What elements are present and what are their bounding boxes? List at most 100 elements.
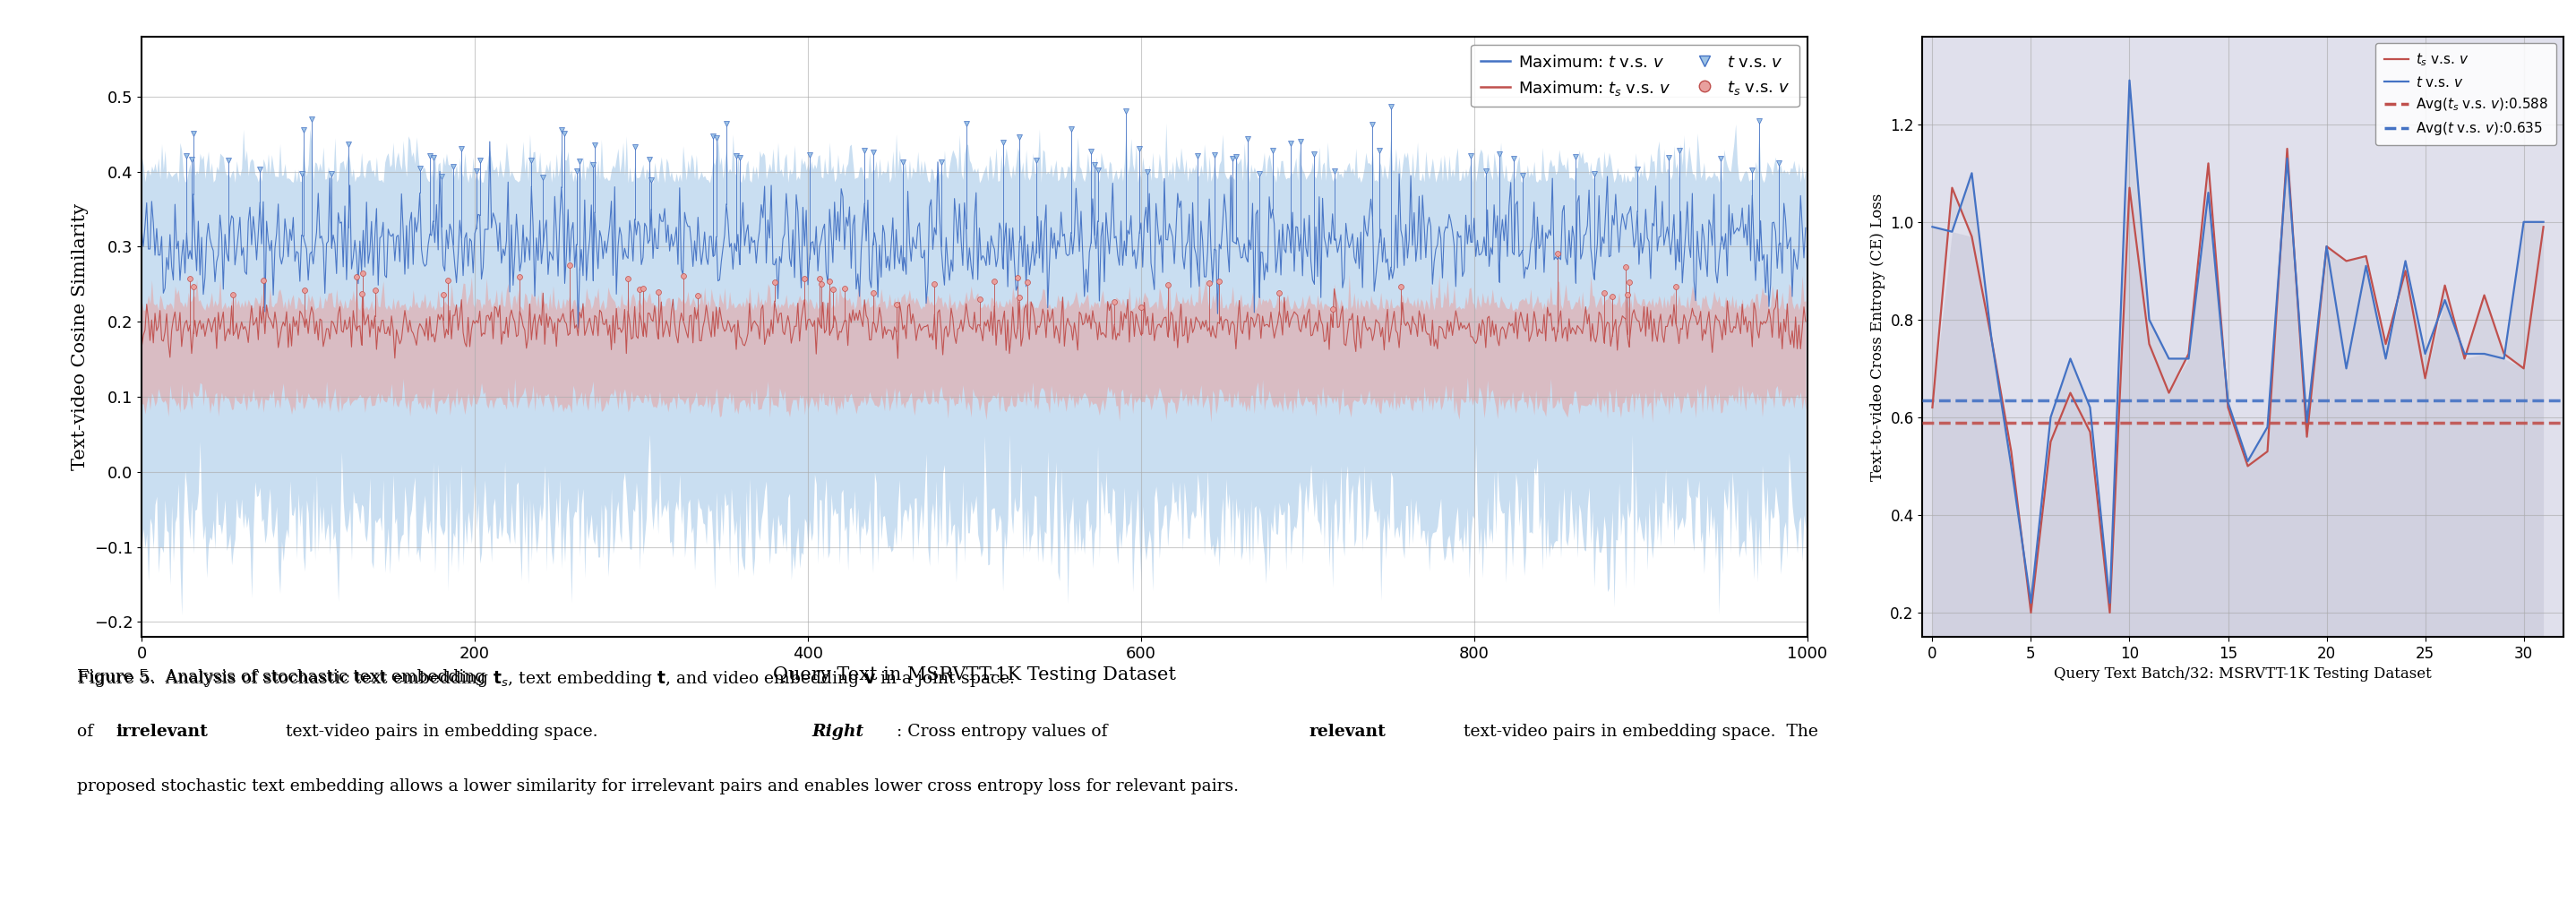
Point (291, 112, 332, 126)
Point (1077, 163, 1118, 177)
Point (1538, 247, 1579, 261)
Point (173, 126, 214, 141)
Point (1252, 143, 1293, 157)
$t$ v.s. $v$ (1917, 221, 1947, 232)
Point (1188, 276, 1229, 290)
Point (845, 143, 886, 157)
$t_s$ v.s. $v$ (2115, 182, 2146, 193)
Point (1121, 300, 1162, 315)
$t_s$ v.s. $v$ (2233, 460, 2264, 471)
Point (500, 269, 541, 284)
$t$ v.s. $v$ (2391, 256, 2421, 267)
$t$ v.s. $v$ (2213, 397, 2244, 408)
Text: text-video pairs in embedding space.: text-video pairs in embedding space. (281, 723, 608, 740)
Avg($t$ v.s. $v$):0.635 (1917, 395, 1947, 406)
Point (1015, 153, 1056, 167)
$t$ v.s. $v$ (2094, 597, 2125, 608)
$t_s$ v.s. $v$ (1937, 182, 1968, 193)
Point (706, 116, 747, 131)
Point (1311, 301, 1352, 316)
Point (420, 169, 461, 184)
Point (693, 128, 734, 143)
Text: irrelevant: irrelevant (116, 723, 209, 740)
Point (623, 281, 665, 296)
Point (1605, 259, 1646, 274)
Point (811, 282, 853, 297)
$t_s$ v.s. $v$ (1976, 334, 2007, 345)
$t$ v.s. $v$ (2293, 417, 2324, 428)
$t$ v.s. $v$ (2349, 260, 2380, 271)
$t_s$ v.s. $v$ (2468, 289, 2499, 300)
Point (1370, 99, 1412, 114)
Point (214, 288, 255, 302)
$t$ v.s. $v$ (2035, 412, 2066, 423)
Point (1007, 275, 1048, 289)
Point (1731, 163, 1772, 177)
Point (1358, 143, 1399, 157)
$t_s$ v.s. $v$ (2213, 402, 2244, 413)
Point (327, 137, 368, 152)
Text: text-video pairs in embedding space.  The: text-video pairs in embedding space. The (1458, 723, 1819, 740)
Point (999, 130, 1041, 145)
$t_s$ v.s. $v$ (2370, 339, 2401, 349)
Point (1226, 131, 1267, 146)
Point (544, 126, 585, 141)
$t_s$ v.s. $v$ (2154, 388, 2184, 399)
$t$ v.s. $v$ (2056, 353, 2087, 364)
Point (799, 271, 840, 286)
Point (1381, 279, 1422, 294)
$t$ v.s. $v$ (2074, 402, 2105, 413)
Point (999, 289, 1041, 304)
$t$ v.s. $v$ (2272, 153, 2303, 164)
Point (997, 270, 1038, 285)
Point (974, 274, 1015, 288)
Point (801, 277, 842, 291)
Point (876, 298, 917, 312)
Point (719, 150, 760, 165)
$t_s$ v.s. $v$ (2450, 353, 2481, 364)
Point (662, 268, 703, 283)
$t_s$ v.s. $v$ (2056, 388, 2087, 399)
$t_s$ v.s. $v$ (2035, 436, 2066, 447)
Point (312, 167, 353, 181)
Point (1177, 148, 1218, 163)
Point (209, 153, 250, 167)
$t_s$ v.s. $v$ (2174, 349, 2205, 359)
$t_s$ v.s. $v$ (2429, 280, 2460, 291)
$t_s$ v.s. $v$ (2293, 431, 2324, 442)
$t_s$ v.s. $v$ (1917, 402, 1947, 413)
Point (412, 150, 453, 165)
$t_s$ v.s. $v$ (2527, 221, 2558, 232)
Point (165, 149, 206, 164)
Point (283, 123, 325, 137)
$t_s$ v.s. $v$ (2311, 241, 2342, 252)
$t$ v.s. $v$ (2174, 353, 2205, 364)
Point (433, 159, 474, 174)
Point (1618, 162, 1659, 177)
X-axis label: Query Text Batch/32: MSRVTT-1K Testing Dataset: Query Text Batch/32: MSRVTT-1K Testing D… (2053, 667, 2432, 682)
Point (173, 279, 214, 294)
$t_s$ v.s. $v$ (2192, 158, 2223, 169)
Point (422, 287, 464, 301)
Point (440, 141, 482, 156)
Point (170, 153, 211, 167)
Point (853, 286, 894, 300)
Point (1759, 156, 1801, 170)
Point (1072, 144, 1113, 158)
Point (716, 148, 757, 163)
Point (631, 173, 672, 187)
Point (1659, 143, 1700, 157)
$t$ v.s. $v$ (2115, 75, 2146, 86)
Point (629, 152, 670, 167)
$t$ v.s. $v$ (2468, 349, 2499, 359)
Point (1260, 286, 1301, 300)
Point (1494, 151, 1535, 166)
Point (1574, 167, 1615, 181)
$t_s$ v.s. $v$ (2391, 266, 2421, 277)
Point (1479, 147, 1520, 161)
Point (1466, 164, 1507, 178)
Point (549, 258, 590, 273)
Point (636, 284, 677, 298)
$t$ v.s. $v$ (2331, 363, 2362, 374)
$t_s$ v.s. $v$ (2133, 339, 2164, 349)
